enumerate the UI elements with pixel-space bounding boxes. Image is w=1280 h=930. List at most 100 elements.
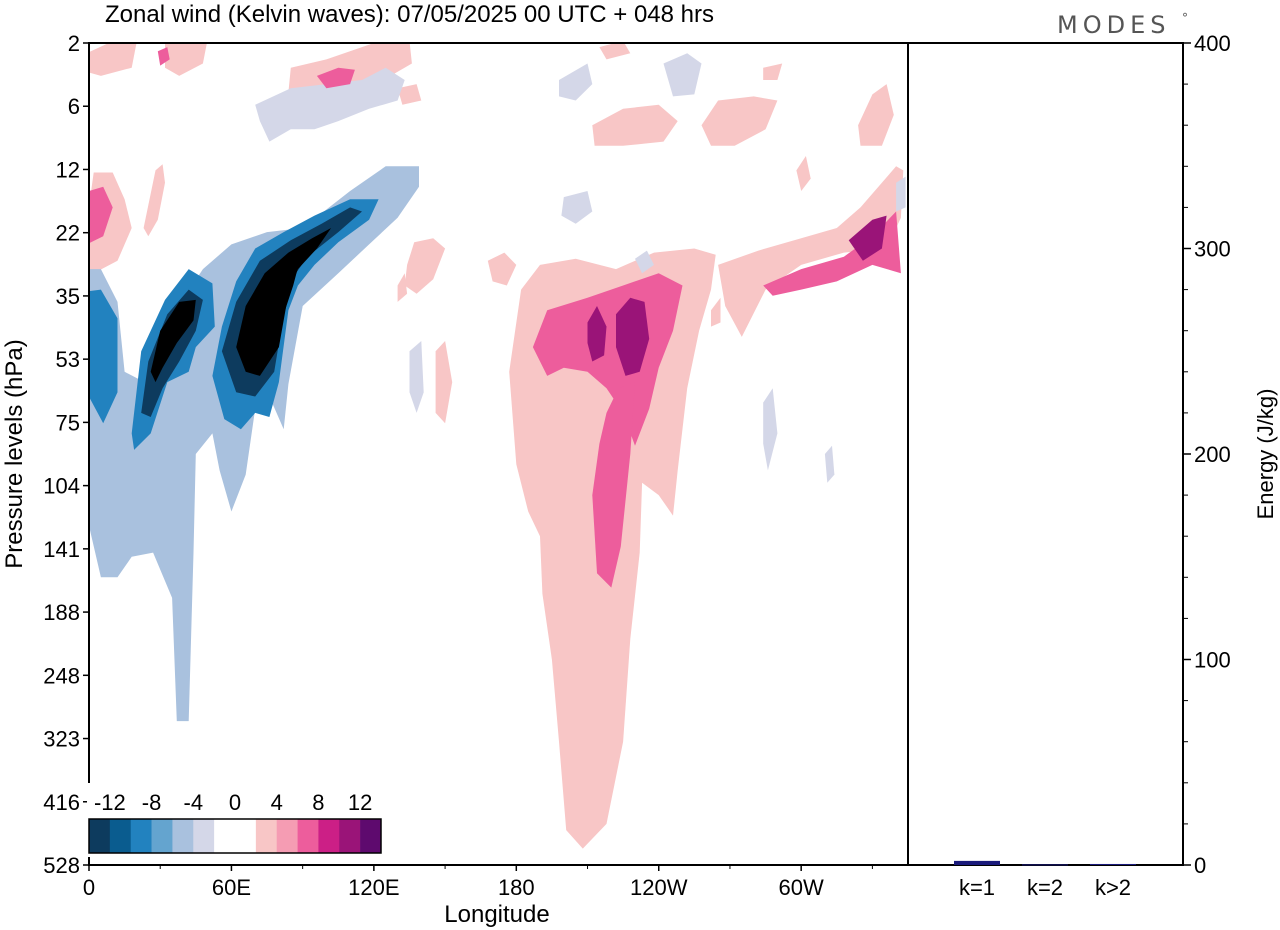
- contour-region-westerly-35: [157, 47, 170, 66]
- pressure-tick-label: 323: [43, 727, 80, 752]
- contour-region-easterly-44: [150, 299, 196, 383]
- colorbar-swatch: [172, 819, 194, 853]
- contour-region-westerly-12: [397, 273, 408, 302]
- energy-tick-label: 400: [1194, 31, 1231, 56]
- longitude-tick-label: 120E: [348, 875, 399, 900]
- pressure-tick-label: 22: [56, 221, 80, 246]
- contour-region-easterly-36: [89, 289, 118, 424]
- colorbar-label: 12: [348, 790, 372, 815]
- contour-region-westerly-34: [316, 67, 355, 89]
- colorbar-label: 4: [271, 790, 283, 815]
- pressure-axis-ticks: 2 6 12 22 35 53 75 104 141 188 248 323 416 528: [43, 31, 89, 878]
- colorbar-swatch: [360, 819, 382, 853]
- energy-tick-label: 200: [1194, 442, 1231, 467]
- contour-region-easterly-25: [635, 250, 654, 274]
- colorbar-label: -12: [94, 790, 126, 815]
- chart-title: Zonal wind (Kelvin waves): 07/05/2025 00…: [105, 1, 714, 28]
- contour-region-westerly-9: [701, 96, 778, 146]
- energy-bar-k=2: [1022, 864, 1068, 866]
- colorbar-frame: [88, 818, 382, 854]
- colorbar-swatch: [297, 819, 319, 853]
- y-axis-label: Pressure levels (hPa): [1, 339, 28, 568]
- pressure-tick-label: 104: [43, 474, 80, 499]
- contour-region-easterly-26: [409, 341, 424, 413]
- contour-region-easterly-23: [561, 191, 593, 224]
- modes-logo: MODES: [1057, 11, 1170, 39]
- pressure-tick-label: 75: [56, 410, 80, 435]
- contour-region-westerly-32: [592, 382, 635, 588]
- colorbar-swatch: [255, 819, 278, 853]
- contour-region-westerly-18: [763, 63, 783, 80]
- pressure-tick-label: 2: [68, 31, 80, 56]
- colorbar-swatch: [214, 819, 236, 853]
- pressure-tick-label: 141: [43, 537, 80, 562]
- contour-region-westerly-8: [592, 104, 678, 146]
- energy-tick-label: 0: [1194, 853, 1206, 878]
- colorbar-legend: -12 -8 -4 0 4 8 12: [87, 783, 385, 857]
- energy-category-label: k>2: [1095, 875, 1131, 900]
- energy-plot-frame: [907, 42, 1184, 866]
- energy-bar-k=1: [954, 860, 1000, 865]
- colorbar-swatch: [339, 819, 361, 853]
- contour-region-westerly-10: [858, 84, 894, 146]
- contour-region-easterly-47: [267, 281, 286, 343]
- pressure-tick-label: 416: [43, 790, 80, 815]
- energy-category-label: k=2: [1027, 875, 1063, 900]
- longitude-tick-label: 180: [498, 875, 535, 900]
- pressure-tick-label: 35: [56, 284, 80, 309]
- contour-field: [89, 43, 906, 849]
- longitude-tick-label: 60W: [779, 875, 824, 900]
- longitude-tick-label: 120W: [630, 875, 688, 900]
- contour-region-easterly-29: [89, 166, 419, 722]
- colorbar-label: -4: [184, 790, 204, 815]
- pressure-tick-label: 12: [56, 157, 80, 182]
- energy-tick-label: 100: [1194, 648, 1231, 673]
- contour-region-westerly-40: [616, 297, 650, 376]
- contour-region-easterly-20: [255, 67, 405, 142]
- energy-category-label: k=1: [959, 875, 995, 900]
- energy-bar-k>2: [1090, 863, 1136, 865]
- contour-region-westerly-30: [89, 186, 113, 244]
- energy-tick-label: 300: [1194, 237, 1231, 262]
- colorbar-swatch: [276, 819, 298, 853]
- pressure-tick-label: 53: [56, 347, 80, 372]
- colorbar-label: 0: [229, 790, 241, 815]
- longitude-tick-label: 60E: [212, 875, 251, 900]
- colorbar-swatch: [318, 819, 340, 853]
- colorbar-swatch: [89, 819, 111, 853]
- contour-region-westerly-16: [397, 84, 422, 105]
- contour-region-westerly-17: [599, 43, 631, 60]
- colorbar-swatch: [109, 819, 132, 853]
- pressure-tick-label: 188: [43, 600, 80, 625]
- colorbar-swatch: [193, 819, 215, 853]
- colorbar-swatch: [151, 819, 173, 853]
- contour-region-westerly-39: [587, 306, 607, 362]
- main-plot-frame: [88, 42, 909, 866]
- contour-region-easterly-22: [663, 53, 702, 97]
- energy-axis-label: Energy (J/kg): [1253, 389, 1278, 520]
- colorbar-swatch: [235, 819, 257, 853]
- contour-region-westerly-33: [763, 211, 901, 296]
- x-axis-label: Longitude: [444, 901, 549, 928]
- contour-region-easterly-28: [824, 445, 835, 483]
- longitude-tick-label: 0: [83, 875, 95, 900]
- contour-region-westerly-14: [796, 156, 811, 191]
- colorbar-label: 8: [312, 790, 324, 815]
- pressure-tick-label: 6: [68, 94, 80, 119]
- contour-region-westerly-41: [848, 215, 887, 261]
- energy-axis-ticks: 0 100 200 300 400: [1183, 31, 1231, 878]
- pressure-tick-label: 528: [43, 853, 80, 878]
- energy-bars: k=1 k=2 k>2: [954, 860, 1136, 900]
- contour-region-westerly-19: [435, 341, 453, 424]
- colorbar-label: -8: [142, 790, 162, 815]
- contour-region-easterly-21: [559, 63, 593, 101]
- colorbar-swatch: [130, 819, 152, 853]
- contour-region-westerly-6: [165, 43, 207, 76]
- contour-region-westerly-5: [89, 43, 137, 76]
- contour-region-westerly-11: [487, 252, 517, 286]
- modes-logo-mark: °: [1182, 11, 1193, 25]
- contour-region-westerly-4: [404, 238, 446, 294]
- contour-region-westerly-13: [711, 297, 721, 327]
- contour-region-westerly-1: [143, 164, 165, 237]
